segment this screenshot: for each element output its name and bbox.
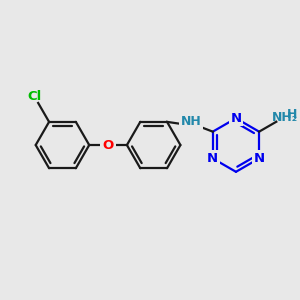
Text: N: N [254, 152, 265, 165]
Text: N: N [207, 152, 218, 165]
Text: NH: NH [181, 115, 201, 128]
Text: H: H [286, 108, 297, 121]
Text: O: O [102, 139, 114, 152]
Text: Cl: Cl [27, 90, 41, 103]
Text: NH₂: NH₂ [272, 111, 298, 124]
Text: N: N [230, 112, 242, 125]
